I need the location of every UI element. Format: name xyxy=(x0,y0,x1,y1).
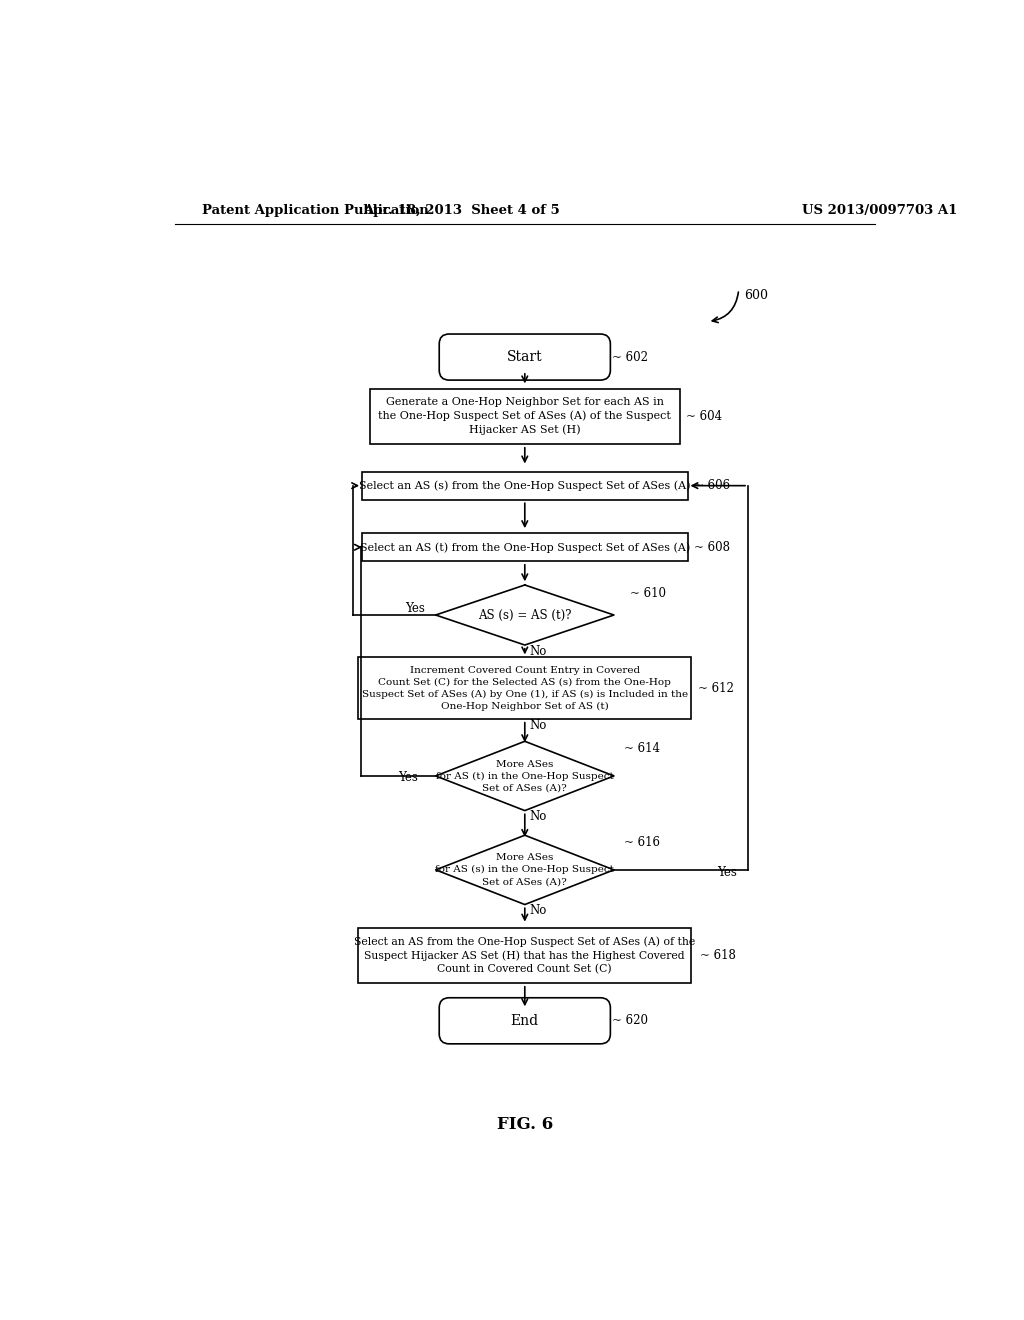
Text: Start: Start xyxy=(507,350,543,364)
Text: ~ 612: ~ 612 xyxy=(697,681,733,694)
Bar xyxy=(358,928,691,983)
Text: ~ 618: ~ 618 xyxy=(700,949,736,962)
Text: More ASes
for AS (t) in the One-Hop Suspect
Set of ASes (A)?: More ASes for AS (t) in the One-Hop Susp… xyxy=(436,759,613,792)
Text: ~ 616: ~ 616 xyxy=(624,836,660,849)
Text: Yes: Yes xyxy=(406,602,425,615)
Bar xyxy=(358,657,691,719)
Text: No: No xyxy=(529,644,547,657)
Text: ~ 608: ~ 608 xyxy=(693,541,730,554)
Text: More ASes
for AS (s) in the One-Hop Suspect
Set of ASes (A)?: More ASes for AS (s) in the One-Hop Susp… xyxy=(435,854,614,886)
Text: No: No xyxy=(529,810,547,824)
Text: ~ 610: ~ 610 xyxy=(630,587,667,601)
FancyBboxPatch shape xyxy=(439,334,610,380)
Text: Apr. 18, 2013  Sheet 4 of 5: Apr. 18, 2013 Sheet 4 of 5 xyxy=(362,205,560,218)
Text: Yes: Yes xyxy=(397,771,418,784)
Text: US 2013/0097703 A1: US 2013/0097703 A1 xyxy=(802,205,957,218)
Bar xyxy=(362,471,687,499)
Text: ~ 614: ~ 614 xyxy=(624,742,660,755)
Text: FIG. 6: FIG. 6 xyxy=(497,1117,553,1134)
Text: End: End xyxy=(511,1014,539,1028)
Text: ~ 606: ~ 606 xyxy=(693,479,730,492)
Text: ~ 620: ~ 620 xyxy=(612,1014,648,1027)
Text: No: No xyxy=(529,718,547,731)
Text: Patent Application Publication: Patent Application Publication xyxy=(202,205,428,218)
Bar xyxy=(370,388,680,444)
Bar xyxy=(362,533,687,561)
Text: Generate a One-Hop Neighbor Set for each AS in
the One-Hop Suspect Set of ASes (: Generate a One-Hop Neighbor Set for each… xyxy=(378,397,672,436)
Text: Select an AS (t) from the One-Hop Suspect Set of ASes (A): Select an AS (t) from the One-Hop Suspec… xyxy=(359,543,690,553)
Text: Select an AS from the One-Hop Suspect Set of ASes (A) of the
Suspect Hijacker AS: Select an AS from the One-Hop Suspect Se… xyxy=(354,936,695,974)
Text: No: No xyxy=(529,904,547,917)
Text: ~ 602: ~ 602 xyxy=(612,351,648,363)
Text: Increment Covered Count Entry in Covered
Count Set (C) for the Selected AS (s) f: Increment Covered Count Entry in Covered… xyxy=(361,665,688,710)
Text: Yes: Yes xyxy=(717,866,737,879)
Text: Select an AS (s) from the One-Hop Suspect Set of ASes (A): Select an AS (s) from the One-Hop Suspec… xyxy=(359,480,690,491)
Text: ~ 604: ~ 604 xyxy=(686,409,722,422)
FancyBboxPatch shape xyxy=(439,998,610,1044)
Text: AS (s) = AS (t)?: AS (s) = AS (t)? xyxy=(478,609,571,622)
Text: 600: 600 xyxy=(744,289,768,302)
